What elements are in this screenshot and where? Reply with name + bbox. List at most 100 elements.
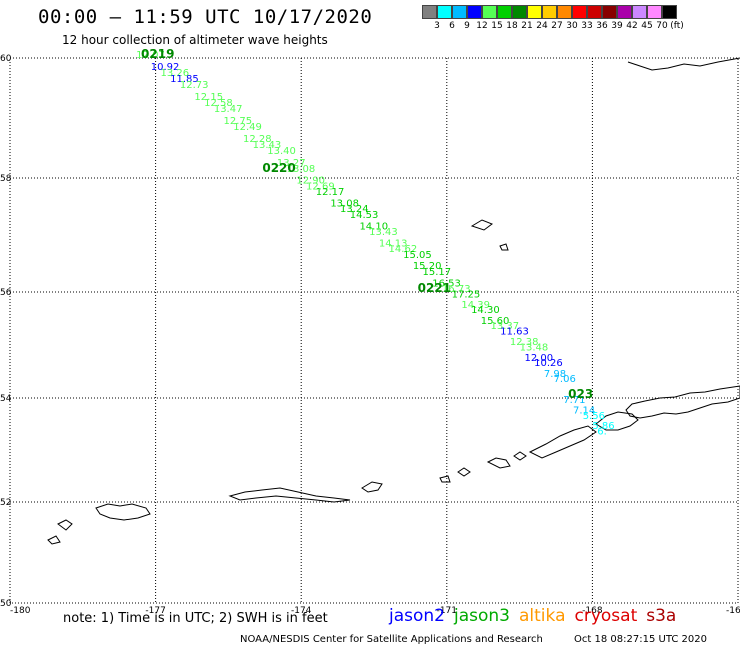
wave-height-label: 14.30 — [471, 305, 500, 316]
wave-height-label: 15.17 — [423, 267, 452, 278]
map-grid — [9, 57, 739, 604]
unalaska-island — [595, 411, 639, 431]
footnote: note: 1) Time is in UTC; 2) SWH is in fe… — [63, 611, 328, 626]
rat-islands — [228, 487, 351, 503]
legend-label: 15 — [491, 21, 503, 31]
legend-swatch — [512, 5, 527, 19]
wave-height-label: 15.05 — [403, 250, 432, 261]
legend-label: 70 — [656, 21, 668, 31]
legend-swatch — [437, 5, 452, 19]
satellite-name: jason3 — [454, 606, 510, 626]
wave-height-label: 13.27 — [277, 158, 306, 169]
wave-height-label: 12.00 — [524, 353, 553, 364]
legend-label: 45 — [641, 21, 653, 31]
wave-height-label: 5.86 — [592, 421, 614, 432]
track-time-label: 0221 — [418, 281, 451, 295]
wave-height-label: 12.90 — [296, 176, 325, 187]
lon-tick-label: -177 — [145, 606, 165, 616]
wave-height-label: 12.75 — [224, 116, 253, 127]
legend-label: 42 — [626, 21, 638, 31]
legend-label: 27 — [551, 21, 563, 31]
legend-label: 6 — [449, 21, 455, 31]
wave-height-label: 15.60 — [481, 316, 510, 327]
lon-tick-label: -168 — [582, 606, 603, 616]
wave-height-label: 14.13 — [379, 238, 408, 249]
wave-height-label: 6. — [597, 426, 607, 437]
pribilof-islands — [470, 219, 509, 251]
wave-height-label: 14.10 — [359, 221, 388, 232]
legend-swatch — [527, 5, 542, 19]
legend-swatch — [422, 5, 437, 19]
alaska-mainland-top — [627, 57, 740, 71]
satellite-legend: jason2 jason3 altika cryosat s3a — [389, 606, 685, 626]
footer-timestamp: Oct 18 08:27:15 UTC 2020 — [574, 634, 707, 645]
wave-height-label: 13.37 — [490, 321, 519, 332]
wave-height-label: 12.17 — [316, 187, 345, 198]
wave-height-label: 7.98 — [544, 369, 566, 380]
lon-tick-label: -180 — [10, 606, 31, 616]
legend-swatch — [482, 5, 497, 19]
legend-label: 36 — [596, 21, 608, 31]
legend-swatch — [632, 5, 647, 19]
wave-height-label: 12.69 — [306, 181, 335, 192]
wave-height-label: 14.53 — [350, 210, 379, 221]
wave-height-label: 15.20 — [413, 261, 442, 272]
wave-height-label: 12.49 — [233, 122, 262, 133]
legend-swatch — [497, 5, 512, 19]
wave-height-label: 7.06 — [554, 374, 576, 385]
wave-height-label: 10.92 — [151, 62, 180, 73]
wave-height-label: 12.38 — [510, 337, 539, 348]
wave-height-label: 13.24 — [340, 204, 369, 215]
legend-label: 18 — [506, 21, 518, 31]
alaska-peninsula — [625, 385, 740, 419]
track-time-labels: 0219 0220 0221 023 — [141, 47, 593, 401]
map-frame — [9, 57, 739, 604]
wave-height-label: 13.08 — [287, 164, 316, 175]
track-time-label: 023 — [568, 387, 593, 401]
legend-swatch — [602, 5, 617, 19]
wave-height-label: 13.48 — [520, 342, 549, 353]
wave-height-label: 7.14 — [573, 406, 595, 417]
wave-height-label: 13.40 — [267, 146, 296, 157]
wave-height-label: 13.43 — [253, 140, 282, 151]
legend-swatches — [422, 5, 677, 19]
satellite-name: altika — [519, 606, 566, 626]
legend-swatch — [572, 5, 587, 19]
wave-height-label: 14.39 — [461, 300, 490, 311]
lat-tick-label: 52 — [0, 498, 11, 508]
legend-swatch — [467, 5, 482, 19]
legend-swatch — [557, 5, 572, 19]
legend-labels: 3 6 9 12 15 18 21 24 27 30 33 36 39 42 45 70 (ft) — [422, 19, 684, 31]
satellite-name: s3a — [646, 606, 677, 626]
near-islands — [95, 503, 151, 521]
legend-label: 39 — [611, 21, 623, 31]
wave-height-label: 12.15 — [194, 92, 223, 103]
legend-swatch — [647, 5, 662, 19]
legend-label: 12 — [476, 21, 488, 31]
wave-height-label: 12.58 — [204, 98, 233, 109]
wave-height-label: 17.25 — [452, 289, 481, 300]
legend-label: 24 — [536, 21, 548, 31]
lat-tick-label: 58 — [0, 174, 12, 184]
attu-west — [47, 519, 73, 545]
footer-org: NOAA/NESDIS Center for Satellite Applica… — [240, 634, 543, 645]
lat-tick-label: 56 — [0, 288, 12, 298]
legend-swatch — [452, 5, 467, 19]
wave-height-label: 16.73 — [442, 284, 471, 295]
track-time-label: 0220 — [262, 161, 295, 175]
wave-height-label: 13.43 — [369, 227, 398, 238]
satellite-name: jason2 — [389, 606, 445, 626]
color-legend: 3 6 9 12 15 18 21 24 27 30 33 36 39 42 45 70 (ft) — [422, 5, 684, 31]
legend-swatch — [542, 5, 557, 19]
legend-label: 33 — [581, 21, 593, 31]
legend-swatch — [617, 5, 632, 19]
footer: NOAA/NESDIS Center for Satellite Applica… — [240, 634, 735, 645]
legend-label: 30 — [566, 21, 578, 31]
wave-height-label: 16.53 — [432, 278, 461, 289]
wave-height-label: 11.85 — [170, 74, 199, 85]
axis-tick-labels: 60 58 56 54 52 50-180 -177 -174 -171 -168 -16 — [0, 54, 740, 616]
legend-label: 9 — [464, 21, 470, 31]
legend-swatch — [662, 5, 677, 19]
wave-height-label: 12.28 — [243, 134, 272, 145]
